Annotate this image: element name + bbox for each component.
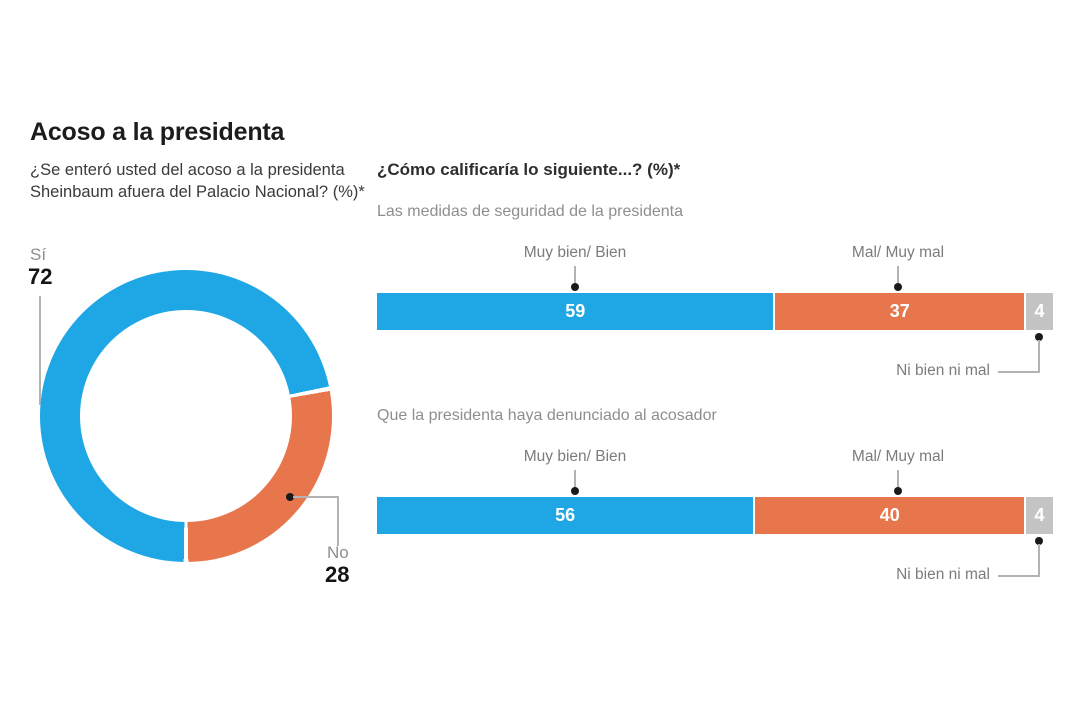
pointer-line-bad bbox=[897, 266, 899, 285]
legend-mal: Mal/ Muy mal bbox=[851, 448, 945, 465]
bar-segment-neutral: 4 bbox=[1026, 497, 1053, 534]
bar-segment-bad: 40 bbox=[755, 497, 1025, 534]
bar-group-denuncia: Que la presidenta haya denunciado al aco… bbox=[377, 407, 1053, 597]
neutral-callout-line-vertical bbox=[1038, 340, 1040, 373]
bar-group-seguridad: Las medidas de seguridad de la president… bbox=[377, 203, 1053, 393]
legend-ni-bien-ni-mal: Ni bien ni mal bbox=[896, 566, 990, 583]
bar-subtitle: Que la presidenta haya denunciado al aco… bbox=[377, 407, 717, 424]
legend-muy-bien: Muy bien/ Bien bbox=[523, 448, 627, 465]
pointer-dot-good bbox=[571, 283, 579, 291]
neutral-callout-dot bbox=[1035, 537, 1043, 545]
pointer-line-good bbox=[574, 266, 576, 285]
pointer-dot-bad bbox=[894, 283, 902, 291]
donut-value-no: 28 bbox=[325, 562, 350, 587]
pointer-dot-good bbox=[571, 487, 579, 495]
bar-segment-neutral: 4 bbox=[1026, 293, 1053, 330]
no-callout-line-vertical bbox=[337, 496, 339, 546]
legend-muy-bien: Muy bien/ Bien bbox=[523, 244, 627, 261]
bar-subtitle: Las medidas de seguridad de la president… bbox=[377, 203, 683, 220]
pointer-dot-bad bbox=[894, 487, 902, 495]
donut-label-no: No bbox=[327, 543, 349, 562]
donut-hole bbox=[80, 310, 292, 522]
stacked-bar: 56 40 4 bbox=[377, 497, 1053, 534]
no-callout-dot bbox=[286, 493, 294, 501]
pointer-line-good bbox=[574, 470, 576, 489]
donut-value-si: 72 bbox=[28, 264, 53, 289]
neutral-callout-dot bbox=[1035, 333, 1043, 341]
no-callout-line-horizontal bbox=[293, 496, 339, 498]
donut-label-si: Sí bbox=[30, 245, 47, 264]
bar-segment-bad: 37 bbox=[775, 293, 1025, 330]
bar-segment-good: 56 bbox=[377, 497, 754, 534]
stacked-bar: 59 37 4 bbox=[377, 293, 1053, 330]
bars-question: ¿Cómo calificaría lo siguiente...? (%)* bbox=[377, 160, 681, 179]
si-callout-line-vertical bbox=[39, 296, 41, 404]
neutral-callout-line-horizontal bbox=[998, 371, 1039, 373]
bar-segment-good: 59 bbox=[377, 293, 774, 330]
donut-question: ¿Se enteró usted del acoso a la presiden… bbox=[30, 161, 365, 201]
neutral-callout-line-horizontal bbox=[998, 575, 1039, 577]
legend-mal: Mal/ Muy mal bbox=[851, 244, 945, 261]
pointer-line-bad bbox=[897, 470, 899, 489]
page-title: Acoso a la presidenta bbox=[30, 118, 285, 146]
neutral-callout-line-vertical bbox=[1038, 544, 1040, 577]
legend-ni-bien-ni-mal: Ni bien ni mal bbox=[896, 362, 990, 379]
